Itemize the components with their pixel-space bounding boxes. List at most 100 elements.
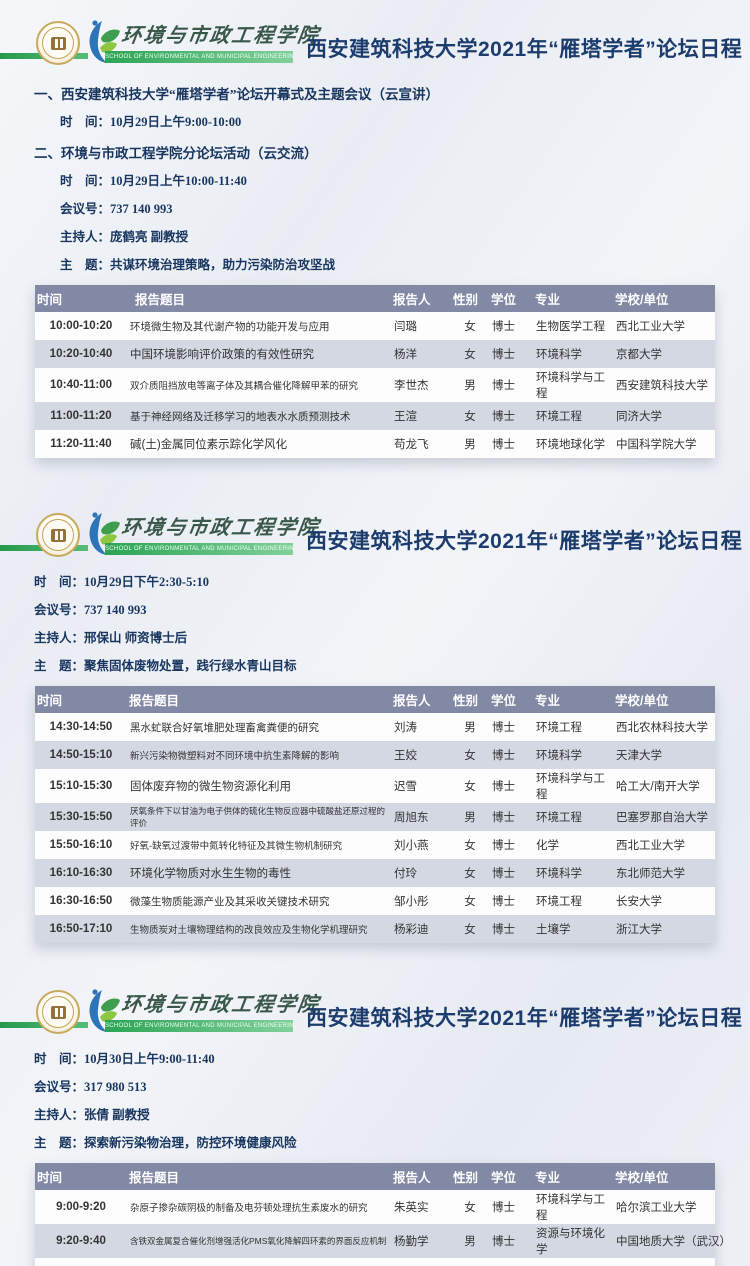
cell-gender: 女 [451,1258,489,1266]
cell-major: 环境工程 [533,1258,613,1266]
cell-school: 哈工大/南开大学 [616,781,700,793]
cell-speaker: 杨晴 [391,1258,451,1266]
cell-school: 巴塞罗那自治大学 [616,812,708,824]
cell-title: 微藻生物质能源产业及其采收关键技术研究 [130,895,330,908]
info-label: 主 题： [60,258,111,272]
cell-time: 16:50-17:10 [49,923,113,935]
cell-title: 固体废弃物的微生物资源化利用 [130,781,291,793]
cell-school: 北京师范大学 [613,1258,715,1266]
column-header-degree: 学位 [489,285,533,312]
cell-time: 15:10-15:30 [49,780,113,792]
cell-major: 环境工程 [536,722,582,734]
school-name-english: SCHOOL OF ENVIRONMENTAL AND MUNICIPAL EN… [105,1020,293,1032]
cell-time: 10:20-10:40 [49,348,113,360]
cell-major: 环境工程 [536,896,582,908]
cell-speaker: 邹小彤 [394,896,429,908]
info-value: 10月29日下午2:30-5:10 [84,575,210,589]
column-header-degree: 学位 [489,686,533,713]
info-label: 会议号： [34,603,85,617]
column-header-time: 时间 [35,686,127,713]
cell-major: 环境地球化学 [536,439,605,451]
schedule-section-3: 环境与市政工程学院 SCHOOL OF ENVIRONMENTAL AND MU… [0,969,750,1266]
info-label: 会议号： [60,202,111,216]
column-header-major: 专业 [533,686,613,713]
info-value: 聚焦固体废物处置，践行绿水青山目标 [84,659,297,673]
cell-speaker: 杨洋 [394,349,417,361]
info-line: 时 间：10月30日上午9:00-11:40 [34,1048,750,1067]
cell-school: 西北工业大学 [616,321,685,333]
cell-gender: 男 [464,722,476,734]
column-header-title: 报告题目 [127,1163,391,1190]
cell-major: 环境科学与工程 [536,372,605,400]
table-row: 10:40-11:00 双介质阻挡放电等离子体及其耦合催化降解甲苯的研究 李世杰 男 博… [35,368,715,402]
agenda-block: 时 间：10月30日上午9:00-11:40 会议号：317 980 513 主持人… [0,1048,750,1151]
cell-time: 14:50-15:10 [49,749,113,761]
cell-gender: 女 [464,1202,476,1214]
cell-major: 土壤学 [536,924,571,936]
info-line: 主 题：聚焦固体废物处置，践行绿水青山目标 [34,655,750,674]
cell-degree: 博士 [492,781,515,793]
cell-degree: 博士 [492,812,515,824]
cell-time: 9:00-9:20 [56,1201,106,1213]
university-seal-icon [36,513,80,557]
column-header-gender: 性别 [451,686,489,713]
cell-speaker: 迟雪 [394,781,417,793]
table-row: 14:50-15:10 新兴污染物微塑料对不同环境中抗生素降解的影响 王姣 女 博士 环境… [35,741,715,769]
cell-time: 11:00-11:20 [50,410,112,422]
cell-title: 环境化学物质对水生生物的毒性 [130,868,291,880]
column-header-speaker: 报告人 [391,285,451,312]
schedule-section-2: 环境与市政工程学院 SCHOOL OF ENVIRONMENTAL AND MU… [0,492,750,969]
cell-school: 浙江大学 [616,924,662,936]
cell-degree: 博士 [492,349,515,361]
column-header-gender: 性别 [451,285,489,312]
cell-school: 同济大学 [616,411,662,423]
forum-title: 西安建筑科技大学2021年“雁塔学者”论坛日程 [306,530,743,553]
table-body: 10:00-10:20 环境微生物及其代谢产物的功能开发与应用 闫璐女博士 生物医学工… [35,312,715,458]
column-header-school: 学校/单位 [613,1163,715,1190]
table-row: 10:00-10:20 环境微生物及其代谢产物的功能开发与应用 闫璐 女 博士 生物医学工… [35,312,715,340]
agenda-blocks: 时 间：10月29日下午2:30-5:10 会议号：737 140 993 主持人：… [0,571,750,674]
column-header-time: 时间 [35,285,127,312]
info-value: 317 980 513 [84,1080,147,1094]
info-label: 主持人： [34,631,85,645]
school-logo-icon [86,986,122,1039]
cell-title: 黑水虻联合好氧堆肥处理畜禽粪便的研究 [130,721,319,734]
info-value: 10月30日上午9:00-11:40 [84,1052,215,1066]
school-logo-icon [86,17,122,70]
cell-title: 新兴污染物微塑料对不同环境中抗生素降解的影响 [130,751,340,762]
forum-title: 西安建筑科技大学2021年“雁塔学者”论坛日程 [306,1007,743,1030]
cell-major: 生物医学工程 [536,321,605,333]
info-label: 时 间： [34,575,85,589]
section-header: 环境与市政工程学院 SCHOOL OF ENVIRONMENTAL AND MU… [0,15,750,75]
school-name-english: SCHOOL OF ENVIRONMENTAL AND MUNICIPAL EN… [105,543,293,555]
school-name-block: 环境与市政工程学院 SCHOOL OF ENVIRONMENTAL AND MU… [105,988,321,1032]
info-label: 会议号： [34,1080,85,1094]
column-header-title: 报告题目 [127,285,391,312]
cell-speaker: 闫璐 [394,321,417,333]
info-line: 会议号：737 140 993 [60,198,750,217]
cell-speaker: 李世杰 [394,380,429,392]
cell-title: 环境微生物及其代谢产物的功能开发与应用 [130,320,330,333]
section-header: 环境与市政工程学院 SCHOOL OF ENVIRONMENTAL AND MU… [0,507,750,567]
cell-gender: 女 [464,781,476,793]
table-row: 9:40-10:00电催化臭氧膜过滤去除水中药物的机理研究杨晴女博士环境工程北京… [35,1258,715,1266]
info-label: 时 间： [60,174,111,188]
cell-school: 中国科学院大学 [616,439,697,451]
section-header: 环境与市政工程学院 SCHOOL OF ENVIRONMENTAL AND MU… [0,984,750,1044]
cell-speaker: 朱英实 [394,1202,429,1214]
agenda-block: 时 间：10月29日下午2:30-5:10 会议号：737 140 993 主持人：… [0,571,750,674]
info-line: 主持人：邢保山 师资博士后 [34,627,750,646]
cell-school: 天津大学 [616,750,662,762]
cell-gender: 男 [464,380,476,392]
cell-speaker: 付玲 [394,868,417,880]
header-row: 时间 报告题目 报告人 性别 学位 专业 学校/单位 [35,285,715,312]
table-head: 时间 报告题目 报告人 性别 学位 专业 学校/单位 [35,1163,715,1190]
cell-major: 环境科学 [536,349,582,361]
cell-school: 西安建筑科技大学 [616,380,708,392]
cell-time: 10:00-10:20 [49,320,113,332]
table-row: 16:30-16:50 微藻生物质能源产业及其采收关键技术研究 邹小彤 女 博士 环境工程… [35,887,715,915]
cell-title: 碱(土)金属同位素示踪化学风化 [130,439,288,451]
column-header-degree: 学位 [489,1163,533,1190]
cell-degree: 博士 [492,924,515,936]
